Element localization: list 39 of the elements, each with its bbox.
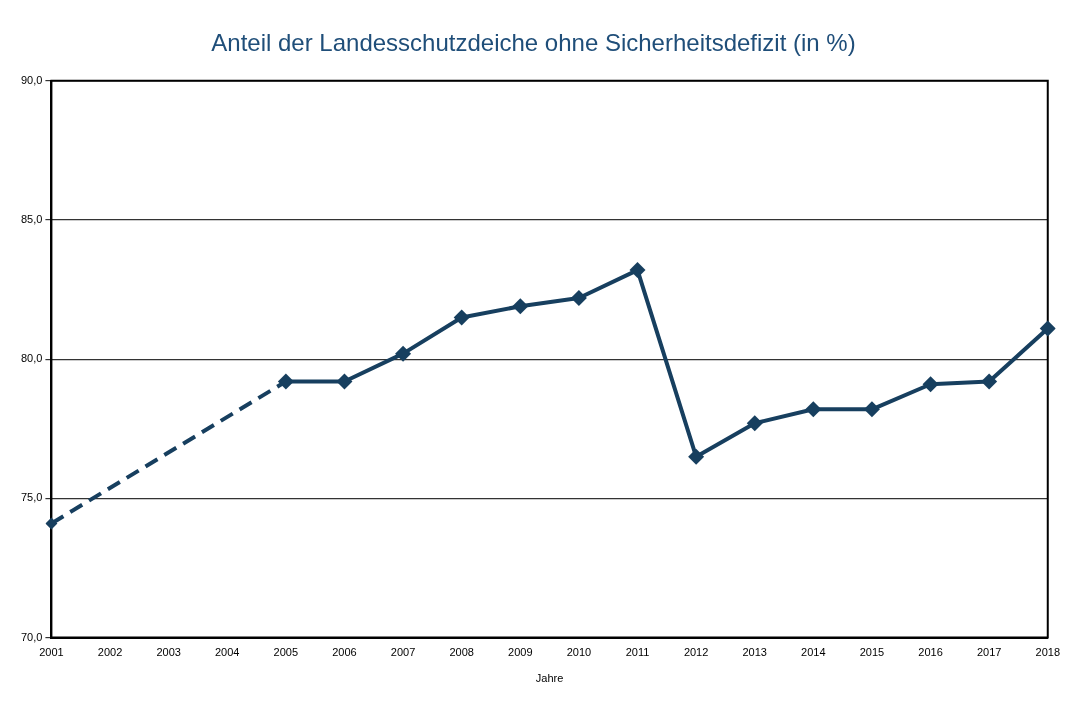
point <box>629 262 646 279</box>
x-tick-label: 2005 <box>273 646 299 659</box>
x-tick-label: 2011 <box>625 646 650 659</box>
point <box>512 298 529 315</box>
y-tick-label: 70,0 <box>20 630 43 643</box>
x-tick-label: 2010 <box>566 646 592 659</box>
x-tick-label: 2015 <box>859 646 885 659</box>
point <box>981 373 998 390</box>
x-tick-label: 2009 <box>508 646 533 659</box>
y-tick-label: 75,0 <box>20 491 43 504</box>
x-tick-label: 2016 <box>918 646 943 659</box>
x-tick-label: 2017 <box>976 646 1002 659</box>
y-tick-label: 90,0 <box>20 73 43 86</box>
x-tick-label: 2003 <box>156 646 181 659</box>
x-tick-label: 2007 <box>390 646 416 659</box>
x-axis-title: Jahre <box>535 672 564 685</box>
point <box>570 289 587 306</box>
point <box>805 401 822 418</box>
x-tick-label: 2014 <box>801 646 826 659</box>
point <box>688 448 705 465</box>
point <box>922 376 939 393</box>
x-tick-label: 2006 <box>332 646 357 659</box>
x-tick-label: 2018 <box>1035 646 1061 659</box>
y-tick-label: 85,0 <box>20 213 43 226</box>
y-tick-label: 80,0 <box>20 352 43 365</box>
point <box>45 517 58 530</box>
point <box>395 345 412 362</box>
x-tick-label: 2008 <box>449 646 474 659</box>
x-tick-label: 2012 <box>683 646 709 659</box>
x-tick-label: 2002 <box>97 646 123 659</box>
point <box>453 309 470 326</box>
x-tick-label: 2013 <box>742 646 767 659</box>
x-tick-label: 2001 <box>39 646 64 659</box>
point <box>746 415 763 432</box>
point <box>336 373 353 390</box>
chart-title: Anteil der Landesschutzdeiche ohne Sicherheitsdefizit (in %) <box>211 29 856 57</box>
point <box>1039 320 1056 337</box>
x-tick-label: 2004 <box>214 646 240 659</box>
point <box>863 401 880 418</box>
